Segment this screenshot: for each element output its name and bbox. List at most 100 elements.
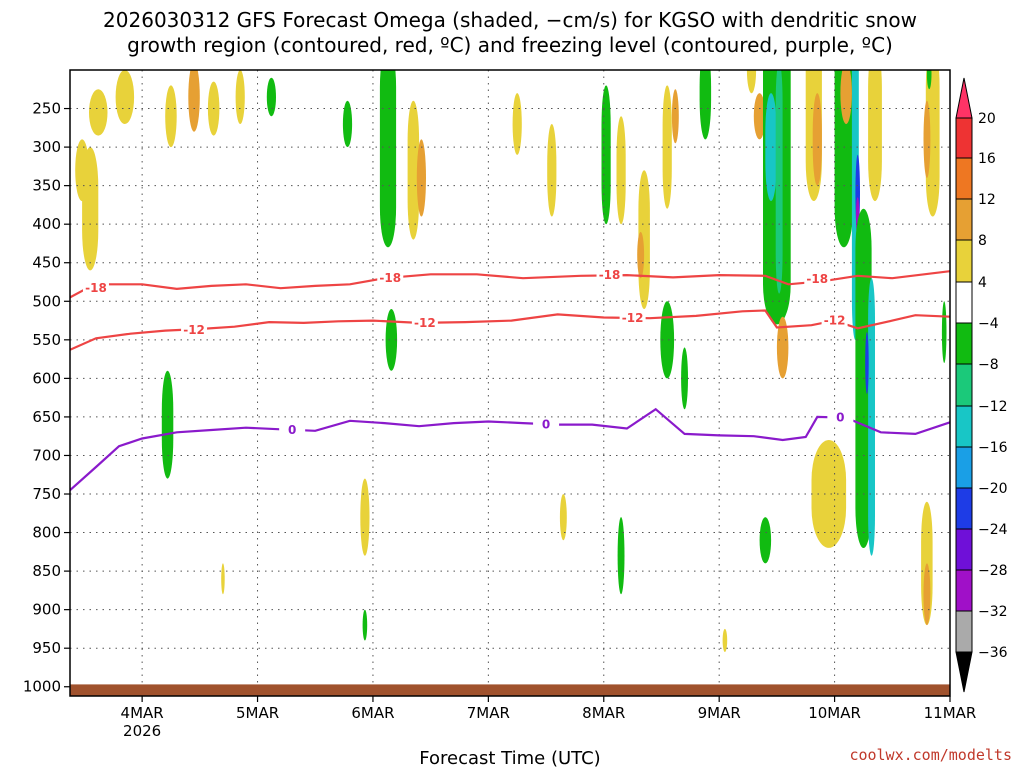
contour-label-bg-0-1 [377, 271, 404, 286]
colorbar-band-0 [955, 117, 973, 159]
contour-line-2 [70, 407, 950, 492]
colorbar-label-13: −36 [978, 645, 1008, 661]
omega-cell-51 [559, 494, 567, 541]
omega-cell-33 [812, 93, 822, 186]
colorbar-band-5 [955, 322, 973, 365]
contour-label-bg-2-0 [279, 423, 306, 438]
x-tick-label-4MAR: 4MAR [121, 704, 164, 722]
credit-text: coolwx.com/modelts [849, 746, 1012, 764]
colorbar-band-6 [955, 363, 973, 407]
colorbar-label-7: −12 [978, 399, 1008, 415]
colorbar-band-1 [955, 157, 973, 200]
omega-cell-22 [637, 231, 645, 279]
omega-cell-25 [699, 70, 712, 140]
omega-cell-24 [671, 89, 679, 144]
contour-label-0-0: -18 [85, 281, 107, 295]
colorbar-band-9 [955, 487, 973, 530]
y-tick-label-700: 700 [32, 446, 61, 464]
contour-label-bg-1-3 [821, 313, 848, 328]
colorbar-band-4 [955, 281, 973, 324]
colorbar-label-6: −8 [978, 357, 999, 373]
y-tick-label-500: 500 [32, 292, 61, 310]
x-tick-label-5MAR: 5MAR [236, 704, 279, 722]
omega-cell-30 [775, 70, 783, 294]
colorbar-band-2 [955, 198, 973, 241]
colorbar-label-2: 12 [978, 192, 996, 208]
contour-label-bg-1-1 [411, 315, 438, 330]
y-tick-label-550: 550 [32, 331, 61, 349]
omega-cell-1 [75, 139, 89, 202]
contour-label-1-3: -12 [824, 314, 846, 328]
omega-cell-23 [662, 85, 672, 209]
colorbar-label-0: 20 [978, 111, 996, 127]
omega-cell-40 [865, 332, 869, 394]
omega-cell-52 [617, 517, 625, 595]
contour-label-0-2: -18 [599, 268, 621, 282]
omega-cell-45 [923, 100, 931, 178]
y-tick-label-650: 650 [32, 408, 61, 426]
omega-cell-39 [868, 278, 875, 556]
colorbar-label-3: 8 [978, 233, 987, 249]
colorbar-band-3 [955, 239, 973, 283]
contour-label-0-1: -18 [379, 271, 401, 285]
plot-frame [69, 69, 951, 697]
omega-cell-13 [416, 139, 426, 217]
omega-cell-29 [765, 93, 777, 201]
omega-cell-31 [776, 316, 789, 379]
contour-label-2-1: 0 [542, 418, 550, 432]
omega-field [75, 70, 947, 652]
y-tick-label-750: 750 [32, 485, 61, 503]
omega-cell-54 [681, 347, 688, 410]
omega-cell-16 [362, 609, 368, 641]
omega-cell-53 [660, 301, 675, 379]
x-tick-label-7MAR: 7MAR [467, 704, 510, 722]
omega-cell-55 [722, 628, 728, 652]
contours: -18 -18 -18 -18 -12 -12 -12 -12 0 0 0 [70, 268, 950, 492]
colorbar-label-8: −16 [978, 440, 1008, 456]
x-tick-label-8MAR: 8MAR [582, 704, 625, 722]
y-tick-label-800: 800 [32, 524, 61, 542]
omega-cell-44 [925, 70, 940, 217]
x-axis-title: Forecast Time (UTC) [419, 748, 600, 768]
x-tick-sublabel-4MAR: 2026 [123, 722, 161, 740]
omega-cell-26 [746, 70, 757, 94]
omega-cell-47 [923, 563, 931, 626]
colorbar: 20 16 12 8 4 −4 −8 −12 −16 −20 −24 −28 −32 −36 [955, 77, 1008, 693]
omega-cell-3 [115, 70, 135, 124]
colorbar-band-12 [955, 610, 973, 653]
ground-surface [70, 684, 950, 696]
chart-title-line-1: 2026030312 GFS Forecast Omega (shaded, −… [103, 8, 917, 32]
y-tick-label-850: 850 [32, 562, 61, 580]
omega-cell-43 [811, 440, 847, 548]
omega-cell-41 [868, 70, 882, 202]
contour-label-0-3: -18 [806, 272, 828, 286]
colorbar-label-12: −32 [978, 604, 1008, 620]
contour-label-2-2: 0 [836, 411, 844, 425]
y-tick-label-900: 900 [32, 601, 61, 619]
colorbar-label-10: −24 [978, 522, 1008, 538]
contour-label-1-0: -12 [183, 323, 205, 337]
omega-cell-19 [601, 85, 611, 225]
omega-cell-15 [360, 478, 370, 556]
contour-label-bg-2-2 [827, 410, 854, 425]
omega-cell-49 [941, 301, 947, 363]
y-tick-label-450: 450 [32, 254, 61, 272]
x-tick-label-9MAR: 9MAR [698, 704, 741, 722]
omega-cell-27 [753, 93, 766, 140]
omega-cell-14 [385, 309, 398, 371]
y-axis: 250 300 350 400 450 500 550 600 650 700 750 800 850 9… [23, 100, 70, 696]
y-tick-label-600: 600 [32, 369, 61, 387]
contour-label-bg-1-2 [619, 311, 646, 326]
omega-cell-42 [840, 70, 852, 124]
y-tick-label-950: 950 [32, 639, 61, 657]
colorbar-label-4: 4 [978, 275, 987, 291]
colorbar-band-7 [955, 405, 973, 448]
colorbar-band-11 [955, 569, 973, 612]
x-tick-label-11MAR: 11MAR [924, 704, 977, 722]
omega-cell-7 [235, 70, 245, 124]
omega-cell-12 [407, 100, 420, 240]
contour-line-0 [70, 270, 950, 299]
contour-label-bg-0-0 [82, 281, 109, 296]
omega-cell-50 [221, 563, 225, 595]
